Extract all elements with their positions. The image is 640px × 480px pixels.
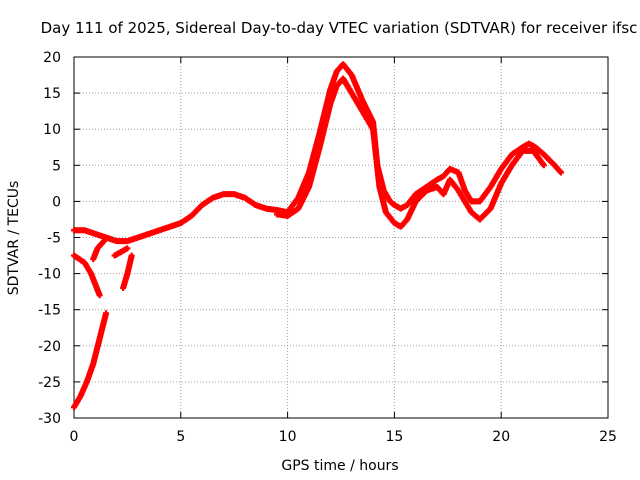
axis-ticks: 0 5 10 15 20 25 -30 -25 -20 -15 -10 -5 0 5 10 15 20 [38,50,617,445]
y-tick-label: -20 [38,339,61,355]
x-tick-label: 15 [385,429,403,445]
chart-title: Day 111 of 2025, Sidereal Day-to-day VTE… [41,19,638,37]
x-tick-label: 25 [599,429,617,445]
data-point [96,292,103,299]
y-tick-label: -5 [47,231,61,247]
series-short-segment-1 [90,238,107,263]
y-tick-label: 15 [43,86,61,102]
series-main-trace-lower [273,75,547,230]
series-steep-segment-lower [71,310,110,411]
data-point [100,238,107,245]
data-point [124,245,131,252]
y-tick-label: 20 [43,50,61,66]
y-tick-label: -15 [38,303,61,319]
y-tick-label: 5 [52,158,61,174]
series-short-segment-2 [120,252,135,292]
x-axis-label: GPS time / hours [281,458,398,474]
data-point [128,252,135,259]
y-axis-label: SDTVAR / TECUs [6,181,22,296]
y-tick-label: 0 [52,194,61,210]
x-tick-label: 0 [70,429,79,445]
series-short-segment-3 [111,245,131,259]
grid-lines [74,57,608,418]
y-tick-label: -30 [38,411,61,427]
data-series [71,61,565,411]
data-point [103,310,110,317]
y-tick-label: -25 [38,375,61,391]
x-tick-label: 20 [492,429,510,445]
x-tick-label: 5 [176,429,185,445]
data-point [558,169,565,176]
y-tick-label: 10 [43,122,61,138]
x-tick-label: 10 [279,429,297,445]
series-steep-segment-upper [71,252,103,299]
data-point [540,162,547,169]
y-tick-label: -10 [38,267,61,283]
